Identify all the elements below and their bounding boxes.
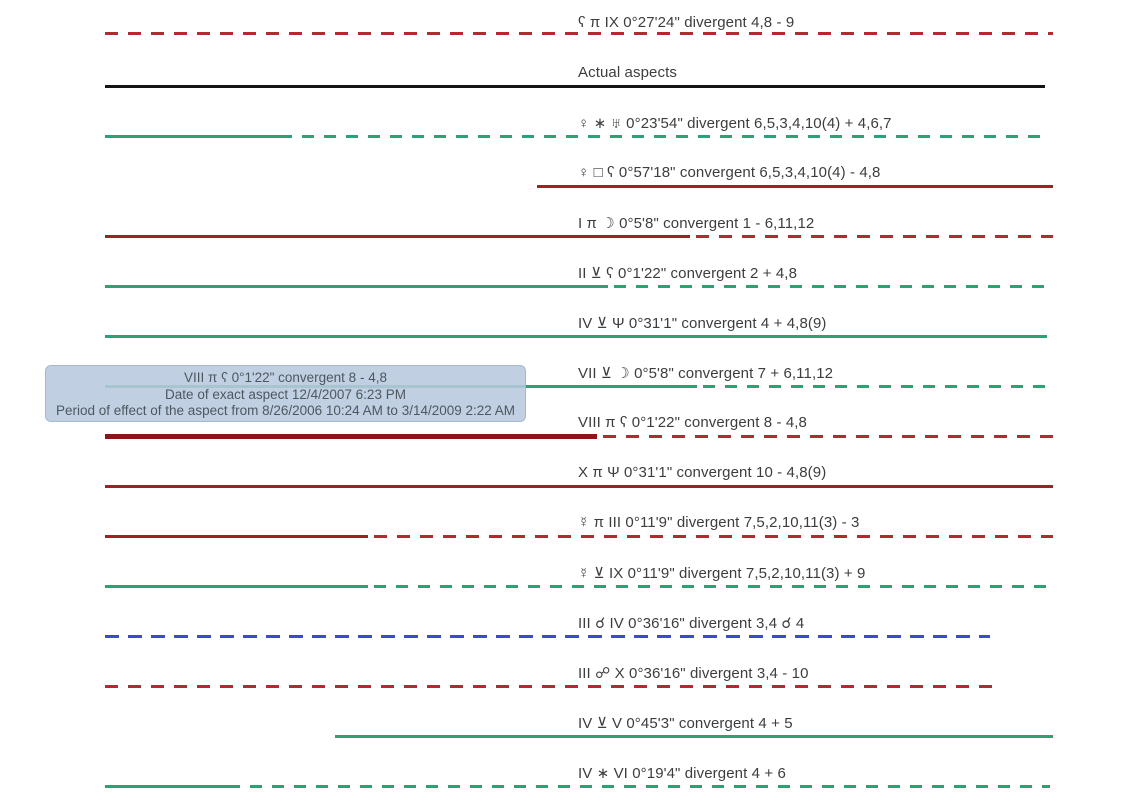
aspect-line-segment[interactable]: [105, 335, 1047, 338]
aspect-line-segment[interactable]: [105, 485, 1053, 488]
aspect-row-label: ♀ □ ʕ 0°57'18" convergent 6,5,3,4,10(4) …: [578, 164, 881, 181]
aspect-line-segment[interactable]: [537, 185, 1053, 188]
aspect-line-segment[interactable]: [228, 785, 1050, 788]
aspect-row-label: ☿ π III 0°11'9" divergent 7,5,2,10,11(3)…: [578, 514, 860, 531]
aspect-row-label: ʕ π IX 0°27'24" divergent 4,8 - 9: [578, 14, 795, 31]
aspect-row-label: IV ∗ VI 0°19'4" divergent 4 + 6: [578, 765, 786, 782]
tooltip-aspect-title: VIII π ʕ 0°1'22" convergent 8 - 4,8: [184, 370, 387, 385]
aspect-line-segment[interactable]: [105, 285, 608, 288]
aspect-row-label: I π ☽ 0°5'8" convergent 1 - 6,11,12: [578, 215, 815, 232]
aspect-line-segment[interactable]: [105, 635, 990, 638]
aspect-line-segment[interactable]: [105, 434, 597, 439]
aspect-row-label: X π Ψ 0°31'1" convergent 10 - 4,8(9): [578, 464, 827, 481]
aspect-line-segment[interactable]: [374, 535, 1053, 538]
aspect-line-segment[interactable]: [703, 385, 1050, 388]
aspect-line-segment[interactable]: [335, 735, 1053, 738]
tooltip-exact-date: Date of exact aspect 12/4/2007 6:23 PM: [165, 386, 406, 402]
aspect-line-segment[interactable]: [696, 235, 1053, 238]
aspect-line-segment[interactable]: [374, 585, 1050, 588]
aspect-row-label: II ⊻ ʕ 0°1'22" convergent 2 + 4,8: [578, 265, 798, 282]
aspect-tooltip: VIII π ʕ 0°1'22" convergent 8 - 4,8 Date…: [45, 365, 526, 422]
aspect-row-label: ☿ ⊻ IX 0°11'9" divergent 7,5,2,10,11(3) …: [578, 565, 866, 582]
aspect-line-segment[interactable]: [105, 685, 993, 688]
aspect-row-label: IV ⊻ Ψ 0°31'1" convergent 4 + 4,8(9): [578, 315, 827, 332]
aspect-row-label: III ☍ X 0°36'16" divergent 3,4 - 10: [578, 665, 809, 682]
aspect-line-segment[interactable]: [105, 32, 1053, 35]
aspect-row-label: III ☌ IV 0°36'16" divergent 3,4 ☌ 4: [578, 615, 805, 632]
aspect-row-label: IV ⊻ V 0°45'3" convergent 4 + 5: [578, 715, 793, 732]
aspect-line-segment[interactable]: [105, 535, 368, 538]
aspect-line-segment[interactable]: [105, 235, 690, 238]
aspect-line-segment[interactable]: [280, 135, 1050, 138]
aspect-line-segment[interactable]: [105, 785, 228, 788]
aspect-row-label: ♀ ∗ ♅ 0°23'54" divergent 6,5,3,4,10(4) +…: [578, 115, 892, 132]
aspect-row-label: VIII π ʕ 0°1'22" convergent 8 - 4,8: [578, 414, 807, 431]
aspect-line-segment[interactable]: [105, 85, 1045, 88]
aspect-line-segment[interactable]: [603, 435, 1053, 438]
aspect-row-label: Actual aspects: [578, 64, 677, 81]
aspect-line-segment[interactable]: [105, 135, 280, 138]
tooltip-effect-period: Period of effect of the aspect from 8/26…: [55, 403, 516, 418]
aspect-line-segment[interactable]: [105, 585, 368, 588]
aspect-row-label: VII ⊻ ☽ 0°5'8" convergent 7 + 6,11,12: [578, 365, 834, 382]
aspect-line-segment[interactable]: [614, 285, 1050, 288]
